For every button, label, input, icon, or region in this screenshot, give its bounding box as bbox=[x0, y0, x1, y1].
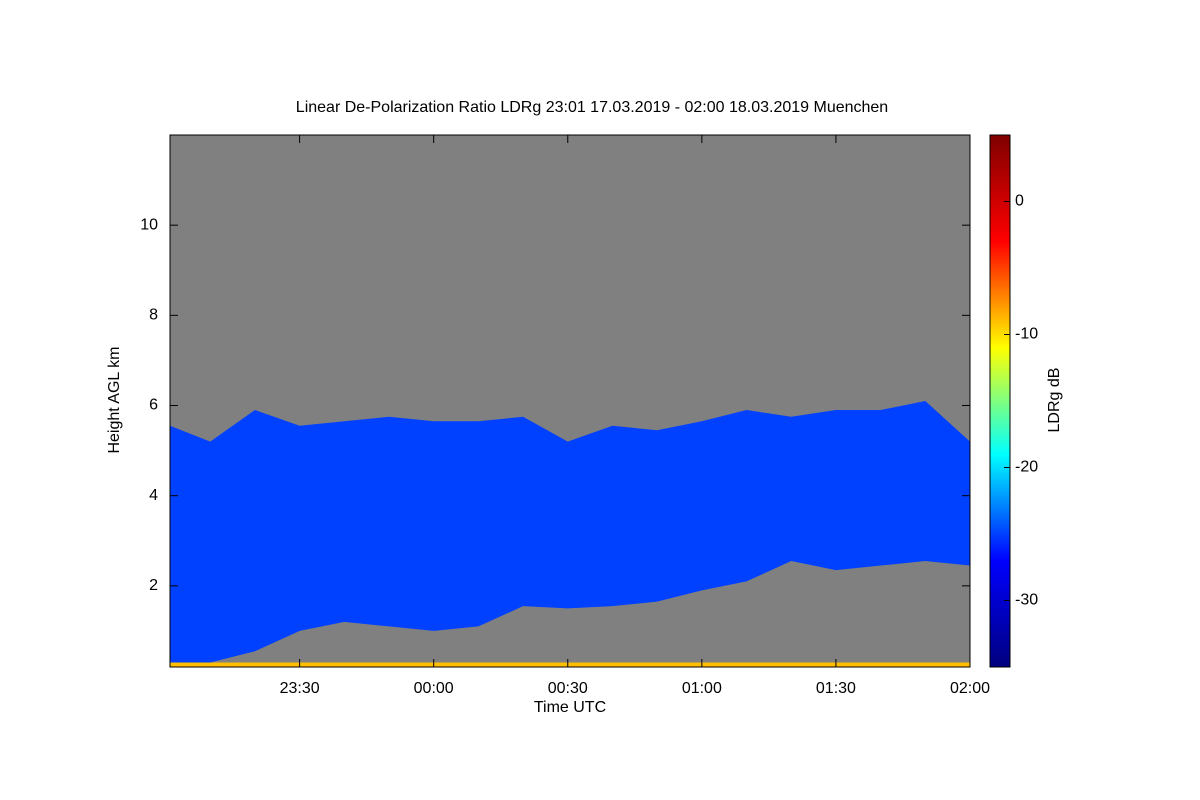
plot-frame bbox=[169, 134, 971, 668]
y-tick-label: 10 bbox=[140, 216, 158, 233]
chart-title: Linear De-Polarization Ratio LDRg 23:01 … bbox=[296, 99, 888, 116]
x-tick-label: 01:00 bbox=[682, 680, 722, 697]
colorbar-tick-label: 0 bbox=[1015, 193, 1024, 210]
colorbar-label: LDRg dB bbox=[1046, 368, 1063, 433]
colorbar-tick-label: -30 bbox=[1015, 592, 1038, 609]
layer-area bbox=[170, 662, 970, 667]
colorbar bbox=[989, 134, 1011, 668]
y-axis-label: Height AGL km bbox=[106, 346, 123, 453]
y-tick-label: 4 bbox=[149, 487, 158, 504]
y-tick-label: 2 bbox=[149, 577, 158, 594]
x-axis-label: Time UTC bbox=[534, 699, 606, 716]
layer-area bbox=[170, 401, 970, 663]
x-tick-label: 02:00 bbox=[950, 680, 990, 697]
colorbar-tick-label: -20 bbox=[1015, 459, 1038, 476]
y-tick-label: 6 bbox=[149, 397, 158, 414]
colorbar-tick-label: -10 bbox=[1015, 326, 1038, 343]
x-tick-label: 00:00 bbox=[414, 680, 454, 697]
x-tick-label: 01:30 bbox=[816, 680, 856, 697]
y-tick-label: 8 bbox=[149, 307, 158, 324]
x-tick-label: 00:30 bbox=[548, 680, 588, 697]
x-tick-label: 23:30 bbox=[280, 680, 320, 697]
